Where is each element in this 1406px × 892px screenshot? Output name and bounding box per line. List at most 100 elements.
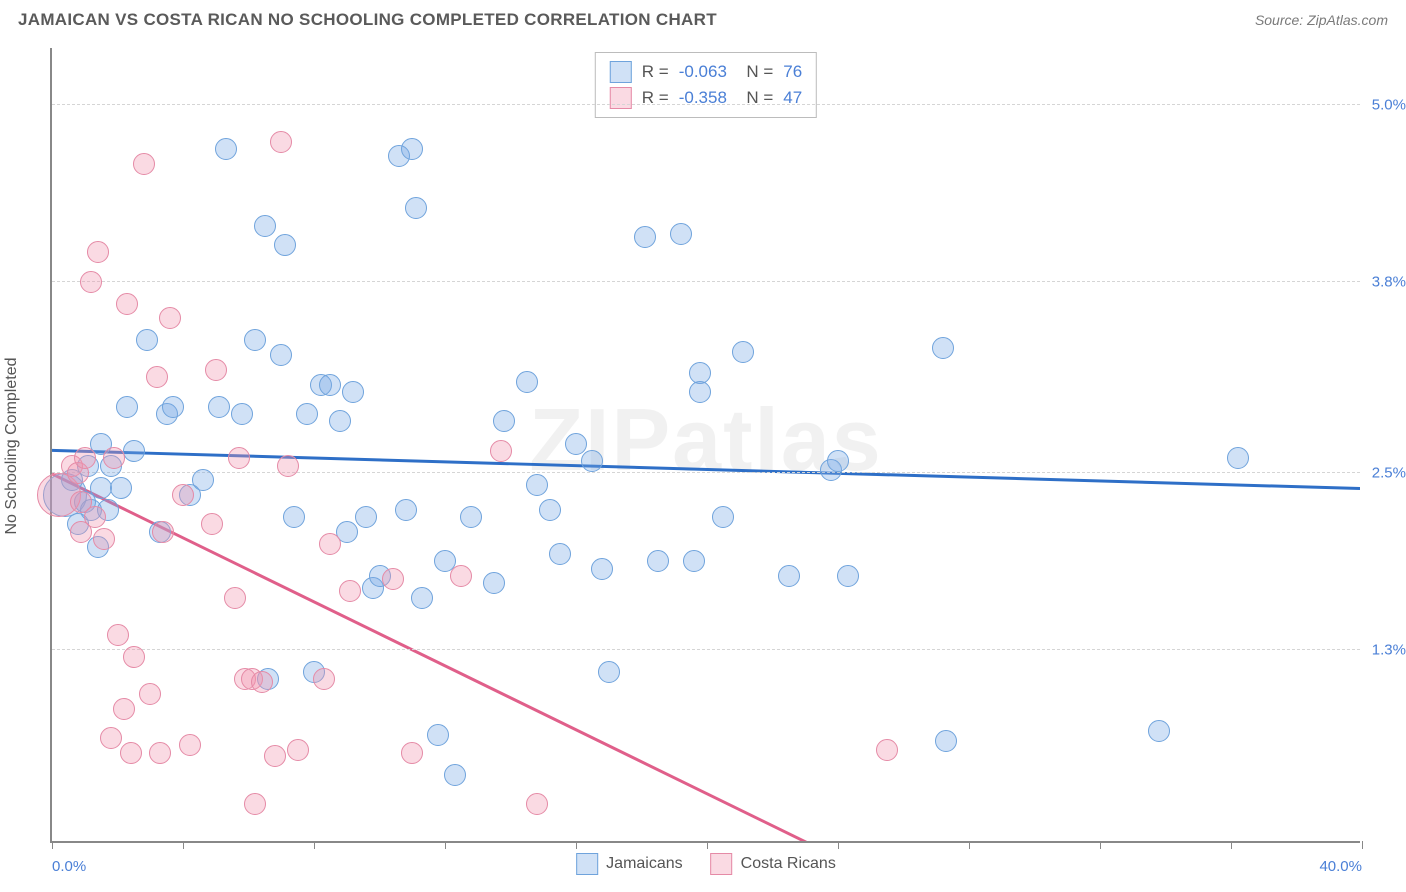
legend-swatch (711, 853, 733, 875)
scatter-point (208, 396, 230, 418)
trendline (52, 474, 1360, 841)
scatter-point (231, 403, 253, 425)
scatter-point (444, 764, 466, 786)
legend-row: R = -0.358 N = 47 (610, 85, 802, 111)
scatter-point (146, 366, 168, 388)
scatter-point (251, 671, 273, 693)
legend-row: R = -0.063 N = 76 (610, 59, 802, 85)
scatter-point (123, 440, 145, 462)
scatter-point (490, 440, 512, 462)
scatter-point (581, 450, 603, 472)
stats-legend: R = -0.063 N = 76R = -0.358 N = 47 (595, 52, 817, 118)
scatter-point (395, 499, 417, 521)
scatter-point (103, 447, 125, 469)
y-tick-label: 2.5% (1372, 464, 1406, 481)
y-tick-label: 3.8% (1372, 273, 1406, 290)
scatter-point (591, 558, 613, 580)
scatter-point (319, 374, 341, 396)
scatter-point (1148, 720, 1170, 742)
series-legend-item: Costa Ricans (711, 853, 836, 875)
scatter-point (228, 447, 250, 469)
scatter-point (244, 793, 266, 815)
scatter-point (732, 341, 754, 363)
scatter-point (123, 646, 145, 668)
gridline (52, 104, 1360, 105)
scatter-point (215, 138, 237, 160)
chart-title: JAMAICAN VS COSTA RICAN NO SCHOOLING COM… (18, 10, 717, 30)
x-tick (1100, 841, 1101, 849)
scatter-point (120, 742, 142, 764)
scatter-point (74, 447, 96, 469)
scatter-point (526, 474, 548, 496)
x-tick (969, 841, 970, 849)
scatter-point (244, 329, 266, 351)
scatter-point (287, 739, 309, 761)
scatter-point (342, 381, 364, 403)
scatter-point (84, 506, 106, 528)
scatter-point (162, 396, 184, 418)
scatter-point (283, 506, 305, 528)
scatter-point (254, 215, 276, 237)
scatter-point (670, 223, 692, 245)
scatter-point (270, 131, 292, 153)
scatter-point (712, 506, 734, 528)
y-tick-label: 1.3% (1372, 641, 1406, 658)
scatter-chart: ZIPatlas R = -0.063 N = 76R = -0.358 N =… (50, 48, 1360, 843)
scatter-point (450, 565, 472, 587)
y-tick-label: 5.0% (1372, 96, 1406, 113)
y-axis-label: No Schooling Completed (3, 358, 21, 535)
scatter-point (598, 661, 620, 683)
x-tick (576, 841, 577, 849)
scatter-point (539, 499, 561, 521)
x-tick (314, 841, 315, 849)
legend-n-label: N = (737, 85, 773, 111)
gridline (52, 472, 1360, 473)
scatter-point (382, 568, 404, 590)
scatter-point (152, 521, 174, 543)
scatter-point (876, 739, 898, 761)
scatter-point (313, 668, 335, 690)
scatter-point (139, 683, 161, 705)
scatter-point (837, 565, 859, 587)
legend-r-value: -0.358 (679, 85, 727, 111)
legend-swatch (610, 87, 632, 109)
scatter-point (192, 469, 214, 491)
scatter-point (87, 241, 109, 263)
x-tick (707, 841, 708, 849)
scatter-point (1227, 447, 1249, 469)
scatter-point (264, 745, 286, 767)
scatter-point (159, 307, 181, 329)
scatter-point (205, 359, 227, 381)
scatter-point (274, 234, 296, 256)
scatter-point (683, 550, 705, 572)
scatter-point (516, 371, 538, 393)
scatter-point (110, 477, 132, 499)
x-tick (1362, 841, 1363, 849)
scatter-point (93, 528, 115, 550)
scatter-point (133, 153, 155, 175)
scatter-point (483, 572, 505, 594)
scatter-point (172, 484, 194, 506)
legend-n-value: 47 (783, 85, 802, 111)
scatter-point (136, 329, 158, 351)
scatter-point (427, 724, 449, 746)
x-tick (838, 841, 839, 849)
scatter-point (329, 410, 351, 432)
x-axis-label: 40.0% (1319, 858, 1362, 875)
scatter-point (116, 293, 138, 315)
scatter-point (339, 580, 361, 602)
scatter-point (401, 138, 423, 160)
scatter-point (80, 271, 102, 293)
scatter-point (270, 344, 292, 366)
scatter-point (549, 543, 571, 565)
scatter-point (201, 513, 223, 535)
legend-r-label: R = (642, 59, 669, 85)
scatter-point (493, 410, 515, 432)
scatter-point (319, 533, 341, 555)
series-legend-label: Jamaicans (606, 855, 682, 873)
scatter-point (460, 506, 482, 528)
scatter-point (179, 734, 201, 756)
gridline (52, 649, 1360, 650)
legend-r-value: -0.063 (679, 59, 727, 85)
scatter-point (116, 396, 138, 418)
